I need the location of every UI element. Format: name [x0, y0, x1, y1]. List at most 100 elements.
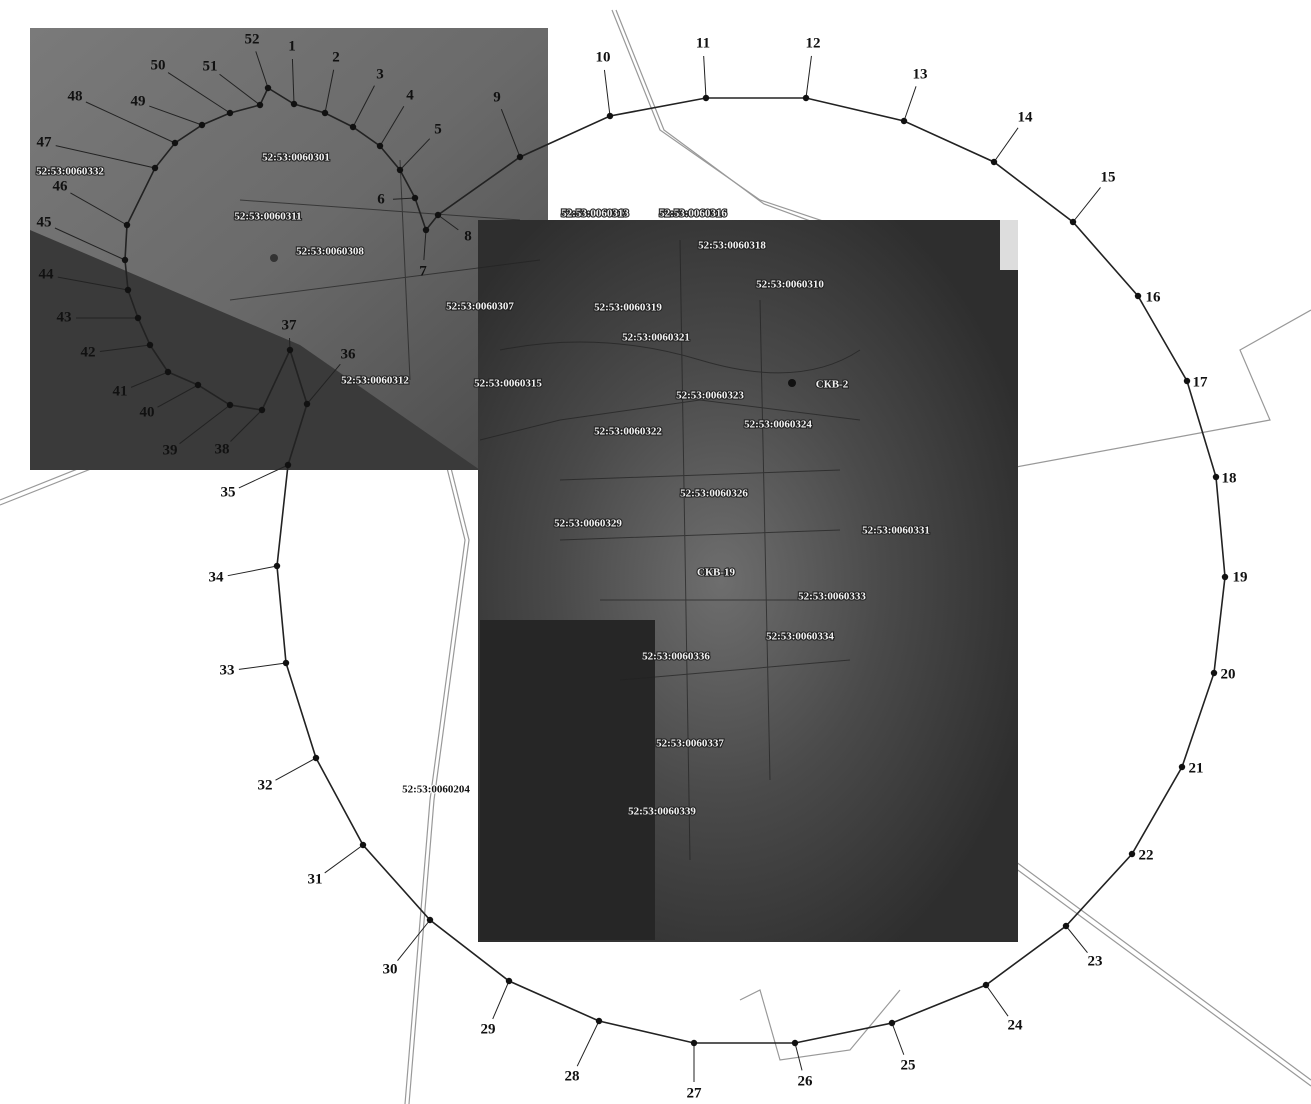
leader-line	[324, 844, 364, 874]
leader-line	[306, 363, 341, 405]
boundary-point	[1134, 292, 1142, 300]
parcel-label: 52:53:0060308	[296, 246, 364, 258]
parcel-label: 52:53:0060339	[628, 806, 696, 818]
point-label: 19	[1233, 569, 1248, 585]
point-label: 33	[220, 662, 235, 678]
boundary-point	[124, 286, 132, 294]
point-label: 42	[81, 344, 96, 360]
boundary-point	[164, 368, 172, 376]
boundary-point	[434, 211, 442, 219]
parcel-line	[479, 399, 861, 441]
boundary-point	[1212, 473, 1220, 481]
boundary-point	[171, 139, 179, 147]
boundary-point	[990, 158, 998, 166]
leader-line	[397, 919, 431, 961]
image-corner	[1000, 220, 1018, 270]
parcel-label: 52:53:0060331	[862, 525, 930, 537]
parcel-label: 52:53:0060311	[234, 211, 301, 223]
point-label: 12	[806, 35, 821, 51]
point-label: 43	[57, 309, 72, 325]
boundary-point	[1210, 669, 1218, 677]
parcel-label: 52:53:0060301	[262, 152, 330, 164]
boundary-point	[426, 916, 434, 924]
parcel-label: 52:53:0060332	[36, 166, 104, 178]
point-label: 26	[798, 1073, 814, 1089]
parcel-label: 52:53:0060204	[402, 784, 470, 796]
parcel-label: 52:53:0060333	[798, 591, 866, 603]
point-label: 18	[1222, 470, 1237, 486]
leader-line	[352, 85, 375, 128]
leader-line	[130, 371, 169, 388]
point-label: 17	[1193, 374, 1209, 390]
point-label: 1	[288, 38, 296, 54]
boundary-point	[282, 659, 290, 667]
parcel-label: 52:53:0060326	[680, 488, 748, 500]
parcel-label: 52:53:0060321	[622, 332, 690, 344]
point-label: 32	[258, 777, 273, 793]
road	[404, 399, 466, 1104]
boundary-point	[900, 117, 908, 125]
boundary-point	[258, 406, 266, 414]
parcel-label: 52:53:0060329	[554, 518, 622, 530]
parcel-label: 52:53:0060319	[594, 302, 662, 314]
river	[739, 989, 901, 1061]
boundary-point	[982, 981, 990, 989]
point-label: 37	[282, 317, 298, 333]
leader-line	[437, 214, 459, 231]
point-label: 29	[481, 1021, 496, 1037]
boundary-point	[359, 841, 367, 849]
parcel-label: СКВ-2	[816, 379, 849, 391]
boundary-point	[123, 221, 131, 229]
point-label: 27	[687, 1085, 703, 1101]
point-label: 39	[163, 442, 178, 458]
point-label: 45	[37, 214, 52, 230]
boundary-point	[312, 754, 320, 762]
parcel-lines	[229, 159, 861, 861]
point-label: 5	[434, 121, 442, 137]
parcel-line	[559, 469, 851, 681]
boundary-point	[146, 341, 154, 349]
point-label: 20	[1221, 666, 1236, 682]
point-label: 30	[383, 961, 398, 977]
leader-line	[167, 72, 231, 114]
parcel-label: 52:53:0060307	[446, 301, 514, 313]
boundary-point	[411, 194, 419, 202]
parcel-label: 52:53:0060324	[744, 419, 812, 431]
boundary-point	[226, 109, 234, 117]
point-label: 7	[419, 263, 427, 279]
leader-line	[576, 1020, 600, 1067]
leader-line	[227, 565, 278, 577]
boundary-point	[1221, 573, 1229, 581]
point-label: 24	[1008, 1017, 1024, 1033]
boundary-point	[121, 256, 129, 264]
point-label: 31	[308, 871, 323, 887]
leader-line	[255, 51, 269, 89]
boundary-point	[802, 94, 810, 102]
point-label: 47	[37, 134, 53, 150]
point-label: 23	[1088, 953, 1103, 969]
parcel-label: 52:53:0060313	[561, 208, 629, 220]
point-label: 16	[1146, 289, 1162, 305]
parcel-label: 52:53:0060316	[659, 208, 727, 220]
parcel-label: 52:53:0060334	[766, 631, 834, 643]
leader-line	[703, 55, 707, 99]
parcel-label: 52:53:0060336	[642, 651, 710, 663]
boundary-point	[264, 84, 272, 92]
point-label: 44	[39, 266, 55, 282]
boundary-point	[606, 112, 614, 120]
leader-line	[230, 409, 263, 442]
leader-line	[985, 984, 1009, 1017]
point-label: 40	[140, 404, 155, 420]
leader-line	[891, 1022, 905, 1055]
boundary-point	[1128, 850, 1136, 858]
boundary-line	[999, 309, 1311, 471]
point-label: 3	[376, 66, 384, 82]
leader-line	[1072, 187, 1101, 223]
road	[408, 399, 470, 1104]
parcel-line	[679, 239, 771, 861]
leader-line	[238, 662, 287, 670]
parcel-label: 52:53:0060310	[756, 279, 824, 291]
point-label: 46	[53, 178, 69, 194]
boundary-point	[376, 142, 384, 150]
leader-line	[57, 276, 129, 291]
